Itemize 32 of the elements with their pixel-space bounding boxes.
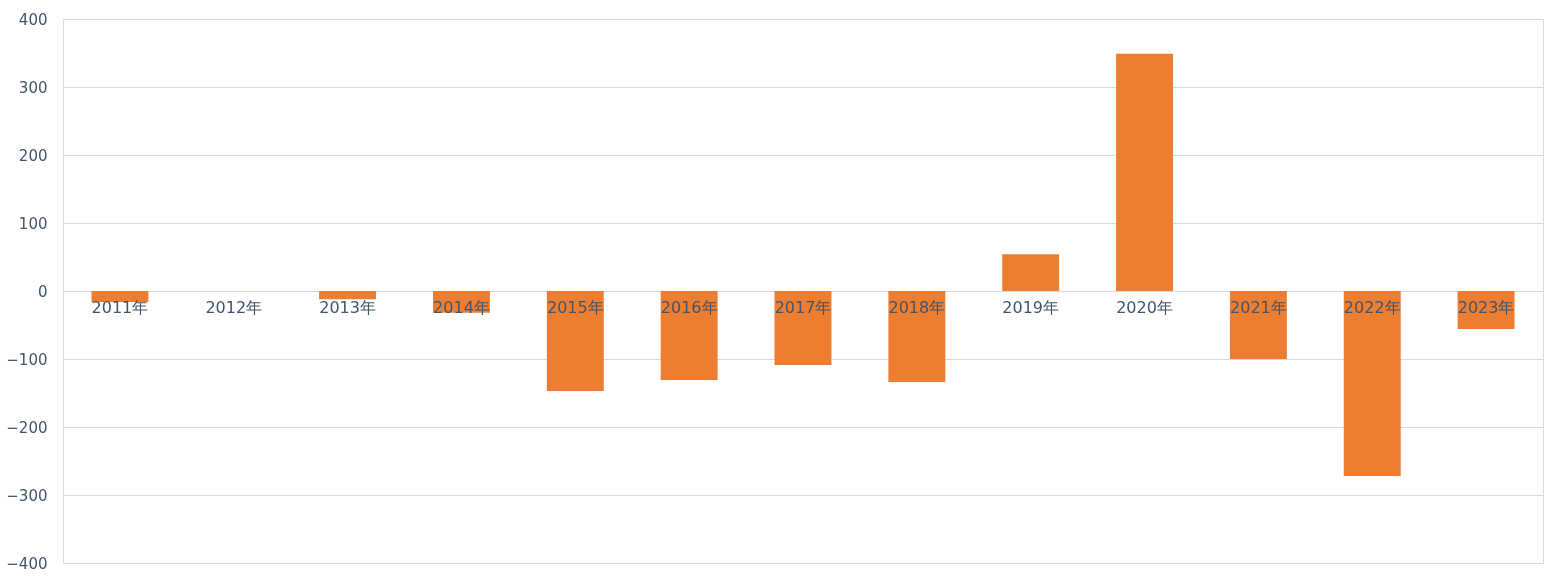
bar: [1229, 291, 1287, 359]
x-tick-label: 2013年: [319, 298, 376, 317]
x-tick-label: 2022年: [1343, 298, 1401, 317]
x-tick-label: 2015年: [546, 298, 604, 317]
x-tick-label: 2019年: [1002, 298, 1060, 317]
y-tick-label: −200: [6, 418, 48, 437]
bar: [319, 291, 377, 300]
y-tick-label: 0: [37, 282, 48, 301]
bar: [660, 291, 718, 381]
x-tick-label: 2020年: [1116, 298, 1173, 317]
bar: [1002, 254, 1060, 291]
bar: [888, 291, 946, 383]
bar: [91, 291, 149, 302]
x-tick-label: 2023年: [1457, 298, 1515, 317]
x-tick-label: 2021年: [1230, 298, 1287, 317]
x-tick-label: 2016年: [660, 298, 718, 317]
y-tick-label: −300: [6, 486, 48, 505]
bar: [1343, 291, 1401, 476]
x-tick-label: 2014年: [433, 298, 490, 317]
x-tick-label: 2011年: [91, 298, 149, 317]
y-tick-label: 400: [18, 10, 48, 29]
x-tick-label: 2012年: [205, 298, 263, 317]
y-tick-label: 300: [18, 78, 48, 97]
bar: [546, 291, 604, 391]
bar: [774, 291, 832, 366]
bar: [1116, 53, 1173, 291]
y-tick-label: 100: [18, 214, 48, 233]
y-tick-label: −100: [6, 350, 48, 369]
y-tick-label: −400: [6, 554, 48, 573]
x-tick-label: 2017年: [774, 298, 832, 317]
x-tick-label: 2018年: [888, 298, 946, 317]
y-tick-label: 200: [18, 146, 48, 165]
